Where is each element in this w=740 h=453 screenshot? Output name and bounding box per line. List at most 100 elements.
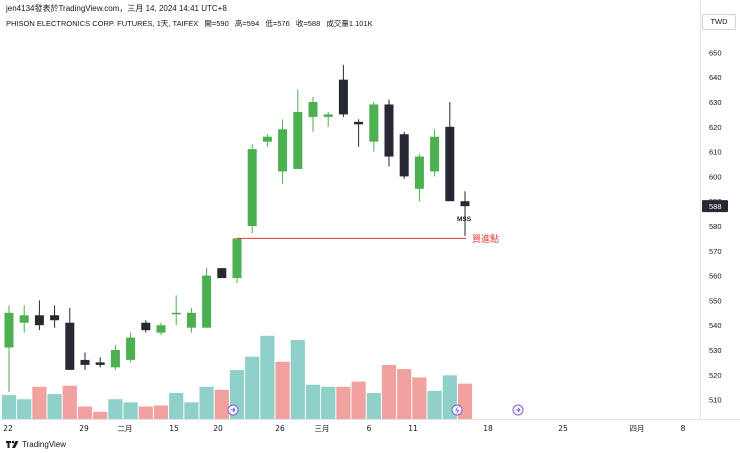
candle-body[interactable] <box>95 362 105 365</box>
volume-bar <box>321 386 336 419</box>
volume-bar <box>1 395 17 419</box>
time-tick-label: 二月 <box>118 424 133 433</box>
low-value: 低=576 <box>265 19 290 28</box>
volume-bar <box>62 385 77 419</box>
price-tick-label: 640 <box>709 73 722 82</box>
candle-body[interactable] <box>354 121 364 125</box>
volume-bar <box>77 406 93 419</box>
price-tick-label: 630 <box>709 98 722 107</box>
time-tick-label: 6 <box>367 424 372 433</box>
time-tick-label: 29 <box>79 424 89 433</box>
candle-body[interactable] <box>262 136 272 142</box>
candle-body[interactable] <box>19 315 29 323</box>
publish-header: jen4134發表於TradingView.com，三月 14, 2024 14… <box>6 4 227 13</box>
candle-body[interactable] <box>430 136 440 172</box>
time-tick-label: 25 <box>558 424 568 433</box>
volume-bar <box>184 402 199 419</box>
volume-bar <box>381 364 397 419</box>
symbol-info: PHISON ELECTRONICS CORP. FUTURES, 1天, TA… <box>6 18 377 29</box>
arrow-glyph <box>515 407 521 413</box>
volume-bar <box>275 361 290 419</box>
candle-body[interactable] <box>399 134 409 177</box>
volume-bar <box>412 377 427 419</box>
candle-body[interactable] <box>338 79 348 115</box>
candle-body[interactable] <box>308 102 318 117</box>
candle-body[interactable] <box>202 275 212 328</box>
candle-body[interactable] <box>232 238 242 279</box>
candle-body[interactable] <box>293 111 303 169</box>
candle-body[interactable] <box>171 312 181 315</box>
candle-body[interactable] <box>110 350 120 368</box>
tradingview-logo-icon <box>6 440 19 448</box>
time-tick-label: 三月 <box>315 424 330 433</box>
candle-body[interactable] <box>34 315 44 326</box>
tradingview-brand: TradingView <box>22 440 67 449</box>
price-tick-label: 540 <box>709 321 722 330</box>
candle-body[interactable] <box>369 104 379 142</box>
volume-bar <box>123 402 138 419</box>
price-tick-label: 510 <box>709 396 722 405</box>
volume-bar <box>32 386 47 419</box>
candle-body[interactable] <box>126 337 136 360</box>
volume-bar <box>17 399 32 419</box>
candle-body[interactable] <box>384 104 394 157</box>
volume-bar <box>108 399 123 419</box>
candle-body[interactable] <box>414 156 424 189</box>
candle-body[interactable] <box>278 129 288 172</box>
volume-bar <box>366 393 381 419</box>
candle-body[interactable] <box>4 312 14 348</box>
volume-bar <box>351 381 366 419</box>
time-tick-label: 11 <box>408 424 418 433</box>
candle-body[interactable] <box>445 126 455 202</box>
price-tick-label: 600 <box>709 172 722 181</box>
candle-body[interactable] <box>460 201 470 207</box>
candle-body[interactable] <box>217 268 227 279</box>
candle-body[interactable] <box>65 322 75 370</box>
time-tick-label: 20 <box>213 424 223 433</box>
volume-value: 成交量1.101K <box>326 19 373 28</box>
volume-bar <box>260 335 275 419</box>
volume-bar <box>397 369 412 419</box>
open-value: 開=590 <box>204 19 229 28</box>
price-tick-label: 530 <box>709 346 722 355</box>
volume-bar <box>245 356 260 419</box>
time-tick-label: 四月 <box>630 424 645 433</box>
last-price-label: 588 <box>709 202 722 211</box>
volume-bar <box>93 411 108 419</box>
price-tick-label: 620 <box>709 123 722 132</box>
last-price-badge <box>702 200 728 213</box>
candle-body[interactable] <box>247 149 257 226</box>
time-tick-label: 18 <box>483 424 493 433</box>
mss-label: MSS <box>457 216 472 223</box>
volume-bar <box>153 405 169 419</box>
volume-bar <box>214 389 229 419</box>
candle-body[interactable] <box>141 322 151 331</box>
volume-bar <box>427 390 442 419</box>
price-tick-label: 560 <box>709 272 722 281</box>
volume-bar <box>336 386 351 419</box>
volume-bar <box>138 406 153 419</box>
time-tick-label: 15 <box>169 424 179 433</box>
price-tick-label: 610 <box>709 148 722 157</box>
candle-body[interactable] <box>50 315 60 321</box>
footer: TradingView <box>6 440 66 449</box>
close-value: 收=588 <box>295 19 321 28</box>
time-tick-label: 22 <box>3 424 13 433</box>
currency-button[interactable]: TWD <box>702 14 736 30</box>
candle-body[interactable] <box>186 312 196 328</box>
candle-body[interactable] <box>156 325 166 333</box>
volume-bar <box>199 386 214 419</box>
price-tick-label: 520 <box>709 371 722 380</box>
candle-body[interactable] <box>323 114 333 117</box>
volume-bar <box>305 384 321 419</box>
time-tick-label: 26 <box>275 424 285 433</box>
time-tick-label: 8 <box>681 424 686 433</box>
price-tick-label: 650 <box>709 48 722 57</box>
candle-body[interactable] <box>80 359 90 365</box>
price-tick-label: 580 <box>709 222 722 231</box>
symbol-name[interactable]: PHISON ELECTRONICS CORP. FUTURES, 1天, TA… <box>6 19 199 28</box>
lightning-glyph <box>455 406 460 415</box>
price-tick-label: 570 <box>709 247 722 256</box>
entry-label: 買進點 <box>472 233 499 245</box>
